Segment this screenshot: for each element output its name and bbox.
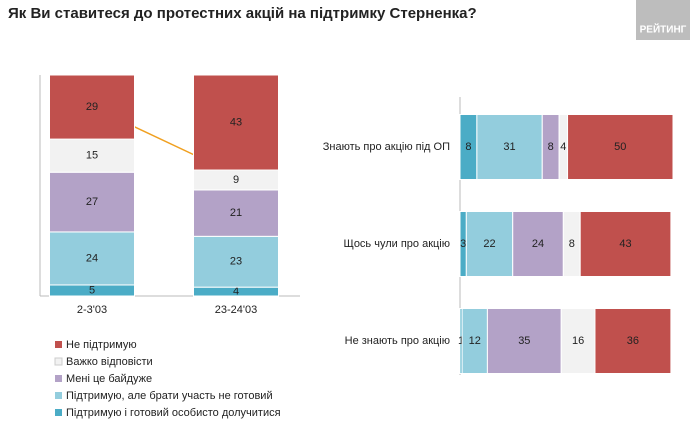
- legend-marker: [54, 357, 63, 366]
- value-label: 50: [614, 141, 626, 153]
- legend-label: Мені це байдуже: [66, 373, 152, 385]
- value-label: 43: [230, 116, 242, 128]
- legend-label: Важко відповісти: [66, 356, 153, 368]
- bar-segment: [486, 308, 562, 374]
- value-label: 31: [503, 141, 515, 153]
- value-label: 8: [569, 238, 575, 250]
- value-label: 23: [230, 256, 242, 268]
- bar-segment: [567, 114, 674, 180]
- bar-segment: [193, 189, 279, 237]
- bar-segment: [49, 171, 135, 233]
- value-label: 27: [86, 196, 98, 208]
- value-label: 8: [548, 141, 554, 153]
- chart-title: Як Ви ставитеся до протестних акцій на п…: [8, 5, 477, 22]
- bar-segment: [49, 138, 135, 173]
- legend-marker: [55, 375, 62, 382]
- value-label: 3: [460, 238, 466, 250]
- legend-marker: [55, 341, 62, 348]
- bar-segment: [594, 308, 672, 374]
- bar-segment: [560, 308, 596, 374]
- y-tick-label: Не знають про акцію: [345, 335, 450, 347]
- value-label: 36: [627, 335, 639, 347]
- legend-marker: [55, 392, 62, 399]
- logo-box: [636, 0, 690, 40]
- x-tick-label: 23-24'03: [215, 304, 257, 316]
- value-label: 15: [86, 150, 98, 162]
- legend-label: Підтримую, але брати участь не готовий: [66, 390, 273, 402]
- value-label: 9: [233, 174, 239, 186]
- y-tick-label: Знають про акцію під ОП: [323, 141, 450, 153]
- value-label: 8: [465, 141, 471, 153]
- value-label: 1: [458, 335, 464, 347]
- value-label: 24: [86, 252, 98, 264]
- legend-label: Підтримую і готовий особисто долучитися: [66, 407, 281, 419]
- bar-segment: [512, 211, 564, 277]
- value-label: 35: [518, 335, 530, 347]
- bar-segment: [193, 235, 279, 288]
- value-label: 16: [572, 335, 584, 347]
- value-label: 29: [86, 101, 98, 113]
- value-label: 4: [560, 141, 566, 153]
- value-label: 4: [233, 285, 239, 297]
- value-label: 43: [619, 238, 631, 250]
- value-label: 5: [89, 284, 95, 296]
- bar-segment: [465, 211, 514, 277]
- legend-marker: [55, 409, 62, 416]
- value-label: 22: [483, 238, 495, 250]
- bar-segment: [579, 211, 672, 277]
- value-label: 12: [469, 335, 481, 347]
- y-tick-label: Щось чули про акцію: [344, 238, 451, 250]
- bar-segment: [193, 74, 279, 171]
- legend-label: Не підтримую: [66, 339, 137, 351]
- x-tick-label: 2-3'03: [77, 304, 107, 316]
- value-label: 21: [230, 207, 242, 219]
- bar-segment: [49, 74, 135, 140]
- logo: РЕЙТИНГ: [640, 23, 687, 36]
- value-label: 24: [532, 238, 544, 250]
